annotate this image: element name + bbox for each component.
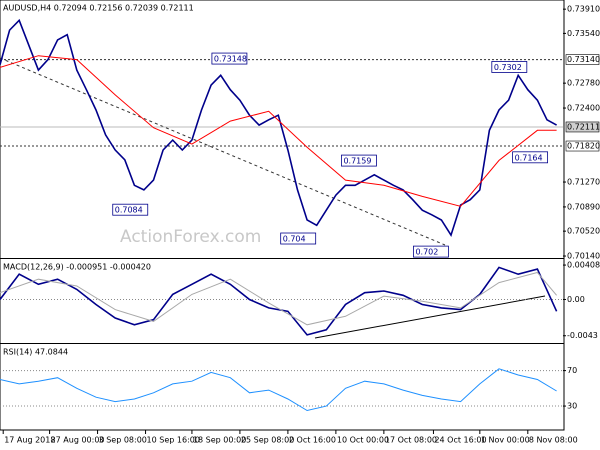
watermark: ActionForex.com xyxy=(120,227,261,247)
price-label-box xyxy=(565,121,600,133)
series-line xyxy=(0,55,557,207)
annotation-label: 0.704 xyxy=(283,235,306,244)
price-label: 0.71820 xyxy=(567,142,600,151)
panel-title: AUDUSD,H4 0.72094 0.72156 0.72039 0.7211… xyxy=(3,4,194,13)
annotation-label: 0.73148 xyxy=(214,55,247,64)
y-tick-label: 0.72400 xyxy=(567,104,600,113)
x-tick-label: 17 Oct 08:00 xyxy=(385,436,437,445)
series-line xyxy=(0,368,557,412)
y-tick-label: 0.00408 xyxy=(567,261,600,270)
price-label-box xyxy=(565,54,600,65)
x-tick-label: 10 Sep 16:00 xyxy=(147,436,200,445)
y-tick-label: 0.70520 xyxy=(567,227,600,236)
trendline xyxy=(0,57,446,246)
y-tick-label: 0.00 xyxy=(567,295,585,304)
y-tick-label: 0.70140 xyxy=(567,252,600,261)
y-tick-label: 0.70890 xyxy=(567,202,600,211)
x-tick-label: 1 Nov 00:00 xyxy=(481,436,530,445)
y-tick-label: 70 xyxy=(567,366,577,375)
x-tick-label: 2 Oct 16:00 xyxy=(289,436,336,445)
annotation-box xyxy=(112,203,149,216)
y-tick-label: 0.72780 xyxy=(567,79,600,88)
y-tick-label: -0.0043 xyxy=(567,331,598,340)
y-tick-label: 0.71270 xyxy=(567,178,600,187)
panel-title: RSI(14) 47.0844 xyxy=(3,348,68,357)
price-label-box xyxy=(565,140,600,152)
price-label: 0.73140 xyxy=(567,55,600,64)
annotation-box xyxy=(491,61,528,73)
x-tick-label: 10 Oct 00:00 xyxy=(337,436,389,445)
annotation-label: 0.7164 xyxy=(515,153,543,162)
series-line xyxy=(0,271,557,326)
x-tick-label: 25 Sep 08:00 xyxy=(241,436,294,445)
x-tick-label: 17 Aug 2018 xyxy=(4,436,55,445)
x-tick-label: 3 Sep 08:00 xyxy=(99,436,147,445)
annotation-box xyxy=(280,232,317,245)
y-tick-label: 0.73910 xyxy=(567,5,600,14)
annotation-box xyxy=(341,154,377,167)
annotation-box xyxy=(512,151,549,164)
annotation-label: 0.7302 xyxy=(494,63,522,72)
annotation-label: 0.7084 xyxy=(115,206,143,215)
y-tick-label: 30 xyxy=(567,402,577,411)
x-tick-label: 24 Oct 16:00 xyxy=(434,436,486,445)
annotation-box xyxy=(413,245,449,258)
macd-trendline xyxy=(314,295,546,339)
x-tick-label: 8 Nov 08:00 xyxy=(529,436,578,445)
price-label: 0.72111 xyxy=(567,122,600,131)
annotation-label: 0.7159 xyxy=(343,157,371,166)
frame xyxy=(0,0,565,431)
x-tick-label: 27 Aug 00:00 xyxy=(51,436,105,445)
y-tick-label: 0.73540 xyxy=(567,29,600,38)
annotation-box xyxy=(211,52,248,65)
series-line xyxy=(0,266,558,336)
x-tick-label: 18 Sep 00:00 xyxy=(193,436,246,445)
panel-title: MACD(12,26,9) -0.000951 -0.000420 xyxy=(3,263,151,272)
annotation-label: 0.702 xyxy=(415,248,438,257)
